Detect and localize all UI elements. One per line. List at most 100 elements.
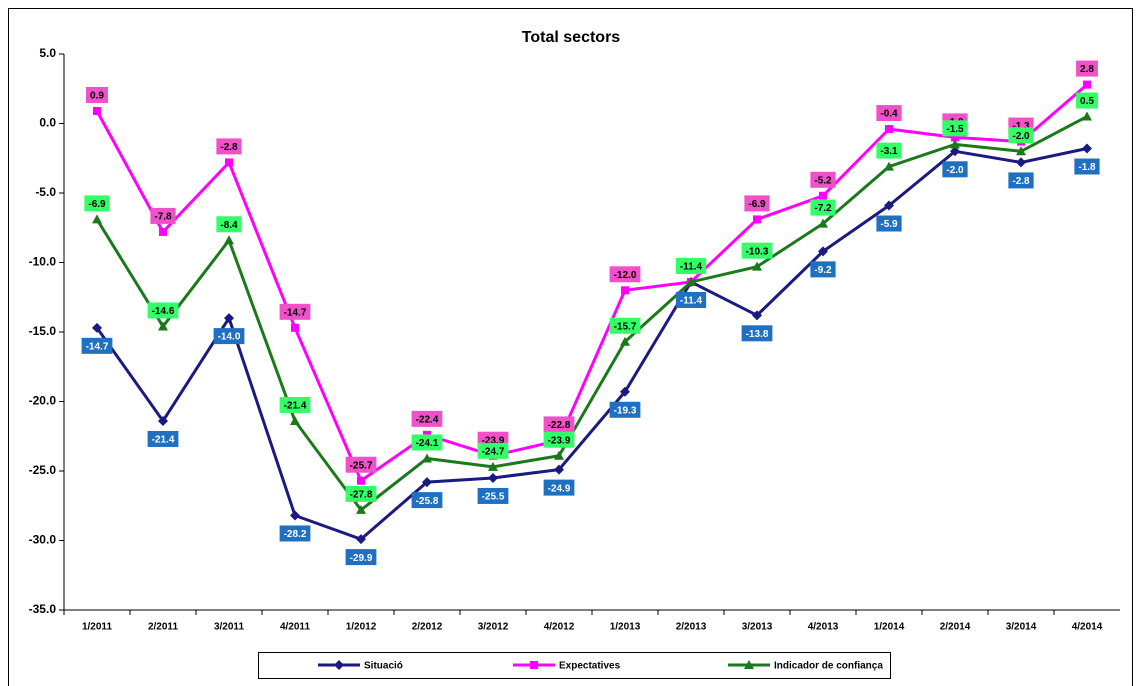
y-tick-label: -30.0 [29, 533, 57, 547]
data-label-text: -23.9 [482, 435, 505, 446]
legend-label: Situació [364, 661, 403, 672]
x-tick-label: 2/2011 [148, 622, 178, 633]
data-point [1082, 111, 1092, 121]
data-label-text: -0.4 [880, 109, 898, 120]
x-tick-label: 1/2012 [346, 622, 377, 633]
data-label-text: 2.8 [1080, 64, 1094, 75]
data-label-box [876, 215, 902, 232]
data-label: -5.2 [810, 171, 836, 188]
data-label: -19.3 [609, 401, 641, 418]
data-label-box [477, 442, 509, 459]
data-label-text: -28.2 [284, 529, 307, 540]
data-point [291, 323, 299, 332]
x-tick-label: 1/2011 [82, 622, 112, 633]
data-label: -29.9 [345, 549, 377, 566]
data-point [422, 477, 432, 488]
x-tick-label: 4/2011 [280, 622, 310, 633]
data-label-box [876, 142, 902, 159]
data-label-text: -2.0 [946, 165, 964, 176]
data-label-text: 0.9 [90, 91, 104, 102]
data-label-text: -22.8 [548, 420, 571, 431]
data-label-text: -9.2 [814, 265, 832, 276]
x-tick-label: 1/2013 [610, 622, 641, 633]
data-label-text: -25.5 [482, 492, 505, 503]
data-label-box [609, 317, 641, 334]
data-label: -7.8 [150, 207, 176, 224]
data-point [1016, 146, 1026, 156]
data-label-text: -24.1 [416, 438, 439, 449]
data-label: 2.8 [1076, 60, 1098, 77]
legend-box [258, 652, 891, 679]
data-label-text: -14.6 [152, 306, 175, 317]
data-label-text: -13.8 [746, 329, 769, 340]
data-label: -6.9 [84, 195, 110, 212]
data-label-box [86, 86, 108, 103]
legend-label: Expectatives [559, 661, 621, 672]
data-label: -14.0 [213, 328, 245, 345]
data-label-text: -3.1 [880, 146, 898, 157]
data-point [224, 313, 234, 324]
data-label-box [213, 328, 245, 345]
data-label-text: -8.4 [220, 220, 238, 231]
data-label: -25.7 [345, 456, 377, 473]
data-label-box [741, 325, 773, 342]
x-tick-label: 4/2014 [1072, 622, 1103, 633]
data-label-text: -14.7 [86, 341, 109, 352]
legend-marker [334, 660, 344, 670]
data-point [620, 386, 630, 397]
data-label-box [84, 195, 110, 212]
data-point [1082, 143, 1092, 154]
data-label: -10.3 [741, 242, 773, 259]
data-label-box [1008, 172, 1034, 189]
data-label-box [411, 410, 443, 427]
data-point [158, 415, 168, 426]
data-label: -15.7 [609, 317, 641, 334]
data-label-text: -7.8 [154, 212, 172, 223]
data-label: -21.4 [147, 430, 179, 447]
data-label-box [1076, 92, 1098, 109]
data-label: -23.9 [543, 431, 575, 448]
data-label-text: -24.9 [548, 483, 571, 494]
x-tick-label: 3/2011 [214, 622, 244, 633]
data-label-box [345, 456, 377, 473]
data-label: -13.8 [741, 325, 773, 342]
series-line [95, 115, 1088, 513]
data-point [818, 218, 828, 228]
x-tick-label: 3/2014 [1006, 622, 1037, 633]
data-point [357, 476, 365, 485]
data-label: -22.4 [411, 410, 443, 427]
data-point [92, 214, 102, 224]
data-label: -25.5 [477, 487, 509, 504]
data-label: -5.9 [876, 215, 902, 232]
data-label-text: -14.7 [284, 307, 307, 318]
data-point [1083, 80, 1091, 89]
data-label-box [1076, 60, 1098, 77]
data-point [884, 161, 894, 171]
y-tick-label: -20.0 [29, 394, 57, 408]
data-point [752, 310, 762, 321]
data-label-box [345, 485, 377, 502]
data-label-box [609, 401, 641, 418]
data-label-box [216, 216, 242, 233]
data-label: -11.4 [675, 257, 707, 274]
data-label: -2.8 [216, 138, 242, 155]
data-point [950, 139, 960, 149]
data-label-box [1074, 158, 1100, 175]
data-label: -24.9 [543, 479, 575, 496]
y-tick-label: 0.0 [39, 116, 56, 130]
data-label: -3.1 [876, 142, 902, 159]
x-tick-label: 4/2012 [544, 622, 575, 633]
data-label-box [741, 242, 773, 259]
data-point [158, 321, 168, 331]
data-point [356, 534, 366, 545]
data-label: -2.0 [942, 161, 968, 178]
data-point [488, 472, 498, 483]
data-label-text: -1.3 [1012, 121, 1030, 132]
data-label-box [147, 430, 179, 447]
data-label-box [675, 291, 707, 308]
x-tick-label: 2/2013 [676, 622, 707, 633]
data-point [159, 227, 167, 236]
data-label-box [477, 487, 509, 504]
data-label: -24.1 [411, 434, 443, 451]
data-label-text: -21.4 [284, 401, 307, 412]
